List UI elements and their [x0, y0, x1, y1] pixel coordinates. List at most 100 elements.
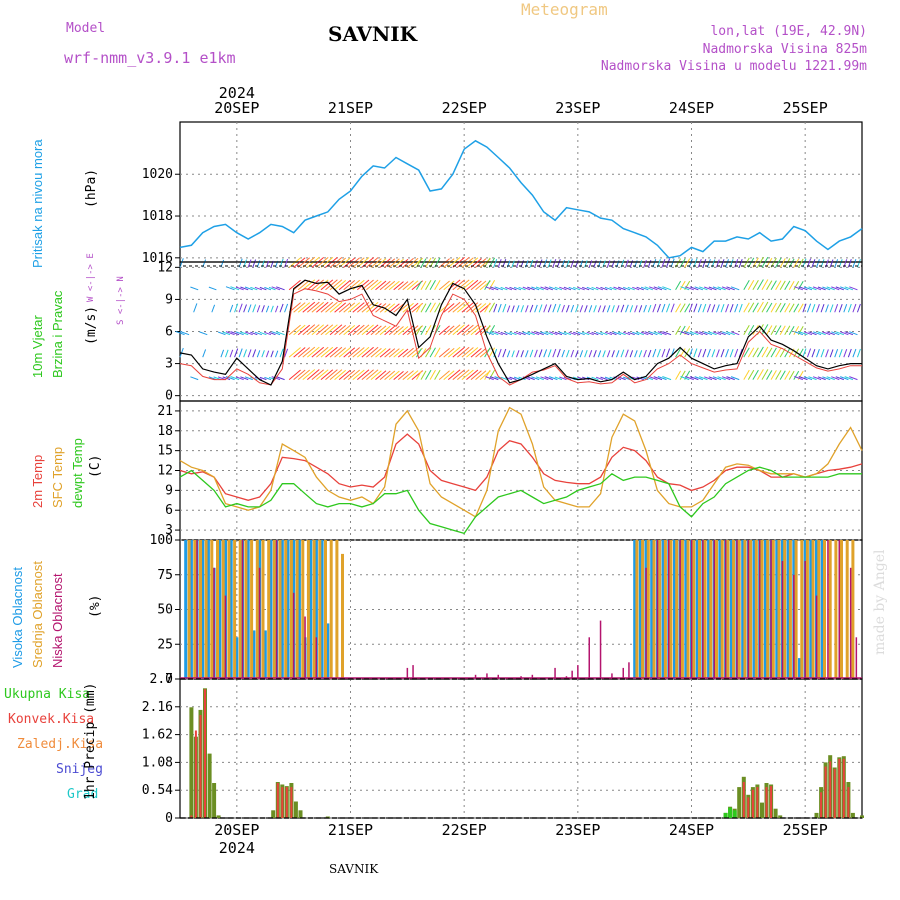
- wind-arrow: [770, 370, 777, 380]
- wind-arrow: [549, 376, 558, 381]
- wind-arrow: [443, 280, 455, 291]
- wind-arrow: [717, 286, 726, 291]
- wind-arrow: [500, 286, 508, 291]
- wind-arrow: [834, 304, 839, 313]
- wind-arrow: [334, 280, 347, 291]
- wind-arrow: [485, 331, 494, 336]
- wind-arrow: [407, 257, 419, 268]
- pressure-series-line: [179, 139, 863, 259]
- cloud-bar: [275, 540, 278, 679]
- wind-arrow: [500, 376, 508, 381]
- wind-arrow: [334, 325, 347, 336]
- wind-arrow: [734, 348, 739, 358]
- wind-arrow: [647, 304, 652, 313]
- wind-arrow: [725, 349, 729, 358]
- day-label-top: 23SEP: [555, 99, 600, 117]
- cloud-bar: [724, 540, 727, 679]
- wind-arrow-field: [175, 256, 861, 381]
- wind-arrow: [415, 303, 422, 313]
- precip-bar: [860, 815, 864, 818]
- precip-bar: [298, 810, 303, 818]
- wind-arrow: [247, 259, 252, 268]
- wind-arrow: [806, 348, 812, 358]
- model-name: wrf-nmm_v3.9.1 e1km: [64, 49, 236, 67]
- wind-arrow: [595, 286, 604, 291]
- wind-arrow: [725, 304, 729, 313]
- wind-arrow: [636, 331, 644, 336]
- wind-arrow: [811, 259, 816, 268]
- wind-arrow: [761, 346, 769, 358]
- model-label: Model: [66, 21, 106, 36]
- wind-arrow: [808, 376, 817, 381]
- wind-arrow: [597, 350, 602, 358]
- wind-arrow: [425, 347, 432, 358]
- wind-arrow: [484, 280, 491, 291]
- wind-arrow: [852, 303, 857, 313]
- wind-arrow: [527, 286, 535, 291]
- precip-bar: [212, 783, 217, 818]
- wind-arrow: [379, 280, 391, 291]
- cloud-bar: [196, 540, 198, 679]
- wind-arrow: [544, 331, 554, 336]
- wind-arrow: [265, 350, 270, 358]
- wind-arrow: [743, 369, 750, 380]
- wind-arrow: [271, 331, 281, 336]
- wind-arrow: [329, 346, 343, 358]
- cloud-bar: [306, 540, 310, 679]
- meteogram-label: Meteogram: [521, 0, 608, 19]
- wind-arrow: [347, 324, 361, 336]
- wind-arrow: [447, 369, 461, 380]
- wind-arrow: [730, 286, 740, 291]
- wind-arrow: [847, 348, 852, 358]
- wind-arrow: [338, 302, 351, 313]
- wind-arrow: [817, 286, 826, 291]
- wind-arrow: [613, 331, 622, 336]
- wind-arrow: [384, 348, 396, 358]
- lonlat-label: lon,lat (19E, 42.9N): [710, 24, 867, 39]
- wind-arrow: [770, 347, 777, 358]
- wind-arrow: [279, 348, 284, 358]
- wind-arrow: [325, 324, 338, 336]
- wind-arrow: [675, 348, 682, 358]
- precip-bar: [833, 769, 836, 818]
- wind-arrow: [730, 331, 740, 336]
- wind-arrow: [329, 279, 343, 291]
- wind-arrow: [793, 370, 800, 380]
- wind-arrow: [784, 280, 791, 291]
- cloud-bar: [743, 540, 747, 679]
- wind-arrow: [738, 259, 743, 268]
- wind-arrow: [279, 303, 284, 313]
- wind-arrow: [461, 302, 474, 313]
- wind-arrow: [843, 349, 848, 358]
- cloud-bar: [329, 540, 333, 679]
- wind-arrow: [716, 304, 720, 313]
- wind-arrow: [502, 348, 507, 358]
- wind-arrow: [838, 349, 843, 358]
- wind-arrow: [259, 331, 267, 336]
- wind-arrow: [366, 324, 379, 336]
- wind-arrow: [217, 331, 226, 336]
- wind-arrow: [443, 370, 455, 380]
- wind-arrow: [747, 347, 755, 358]
- wind-arrow: [190, 376, 199, 381]
- wind-arrow: [729, 349, 734, 358]
- precip-bar: [723, 812, 728, 818]
- cloud-bar: [804, 560, 806, 679]
- cloud-bar: [315, 637, 318, 679]
- wind-arrow: [352, 347, 365, 358]
- wind-arrow: [679, 303, 686, 313]
- wind-arrow: [366, 369, 379, 380]
- wind-arrow: [822, 376, 831, 381]
- wind-arrow: [604, 286, 613, 291]
- cloud-bar: [668, 540, 670, 679]
- cloud-bar: [638, 540, 642, 679]
- wind-arrow: [297, 302, 311, 313]
- wind-arrow: [634, 350, 638, 358]
- wind-arrow: [407, 325, 419, 336]
- cloud-bar: [855, 637, 858, 679]
- wind-arrow: [388, 370, 400, 380]
- wind-arrow: [393, 348, 404, 358]
- wind-arrow: [494, 286, 503, 291]
- wind-arrow: [393, 326, 404, 336]
- wind-arrow: [712, 376, 722, 381]
